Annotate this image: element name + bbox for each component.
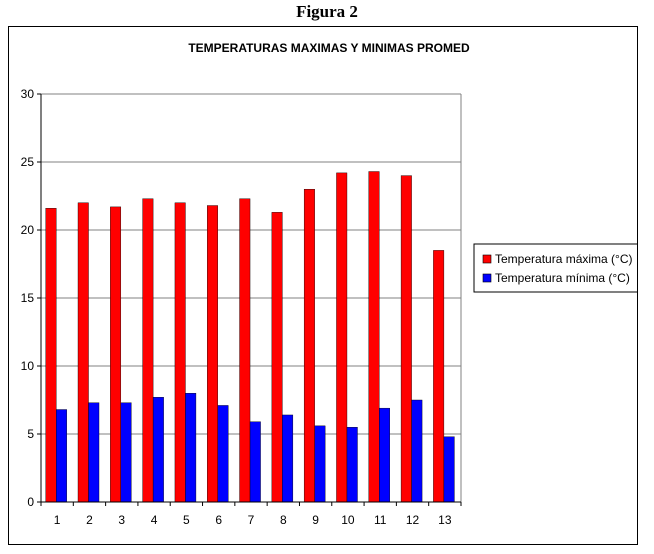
- x-tick-label: 7: [248, 513, 255, 527]
- x-tick-label: 12: [406, 513, 420, 527]
- chart-title: TEMPERATURAS MAXIMAS Y MINIMAS PROMED: [188, 41, 470, 55]
- bar-max-temp: [110, 206, 122, 503]
- bar-max-temp: [207, 205, 218, 503]
- bar-max-temp: [174, 202, 186, 503]
- x-tick-label: 5: [183, 513, 190, 527]
- x-tick-label: 9: [312, 513, 319, 527]
- x-tick-label: 11: [374, 513, 387, 527]
- bar-min-temp: [443, 436, 455, 503]
- y-tick-label: 20: [21, 223, 35, 237]
- x-tick-label: 1: [54, 513, 61, 527]
- bar-max-temp: [239, 198, 251, 503]
- y-tick-label: 25: [21, 155, 35, 169]
- legend: Temperatura máxima (°C) Temperatura mínim…: [473, 243, 637, 293]
- x-tick-label: 13: [438, 513, 452, 527]
- bar-chart: TEMPERATURAS MAXIMAS Y MINIMAS PROMED 0 5…: [21, 41, 637, 527]
- y-tick-label: 30: [21, 87, 35, 101]
- y-tick-label: 15: [21, 291, 35, 305]
- x-tick-label: 6: [215, 513, 222, 527]
- bar-min-temp: [120, 402, 132, 503]
- x-tick-label: 3: [118, 513, 125, 527]
- y-tick-label: 0: [27, 495, 34, 509]
- y-tick-label: 10: [21, 359, 35, 373]
- y-tick-label: 5: [27, 427, 34, 441]
- bar-max-temp: [45, 208, 57, 503]
- bar-min-temp: [249, 421, 261, 503]
- x-tick-label: 10: [341, 513, 355, 527]
- legend-label: Temperatura máxima (°C): [495, 252, 633, 266]
- bar-max-temp: [77, 202, 89, 503]
- bar-max-temp: [271, 212, 283, 503]
- bar-min-temp: [411, 399, 423, 503]
- bar-max-temp: [142, 198, 154, 503]
- bar-min-temp: [56, 409, 67, 503]
- bar-max-temp: [303, 188, 315, 503]
- legend-swatch: [482, 254, 492, 264]
- bar-max-temp: [336, 172, 348, 503]
- bar-max-temp: [400, 175, 412, 503]
- bar-min-temp: [346, 427, 358, 503]
- bar-min-temp: [152, 397, 164, 503]
- legend-label: Temperatura mínima (°C): [495, 271, 630, 285]
- bar-min-temp: [314, 425, 326, 503]
- x-tick-label: 8: [280, 513, 287, 527]
- bar-min-temp: [217, 405, 229, 503]
- bars: [45, 171, 455, 503]
- bar-min-temp: [282, 414, 294, 503]
- chart-frame: TEMPERATURAS MAXIMAS Y MINIMAS PROMED 0 5…: [8, 26, 638, 545]
- bar-max-temp: [368, 171, 380, 503]
- figure-caption: Figura 2: [296, 2, 358, 21]
- bar-min-temp: [185, 393, 197, 503]
- legend-box: [473, 243, 637, 293]
- bar-min-temp: [379, 407, 390, 503]
- x-tick-label: 2: [86, 513, 93, 527]
- bar-max-temp: [433, 250, 445, 503]
- bar-min-temp: [88, 402, 100, 503]
- x-tick-label: 4: [151, 513, 158, 527]
- legend-swatch: [482, 273, 492, 283]
